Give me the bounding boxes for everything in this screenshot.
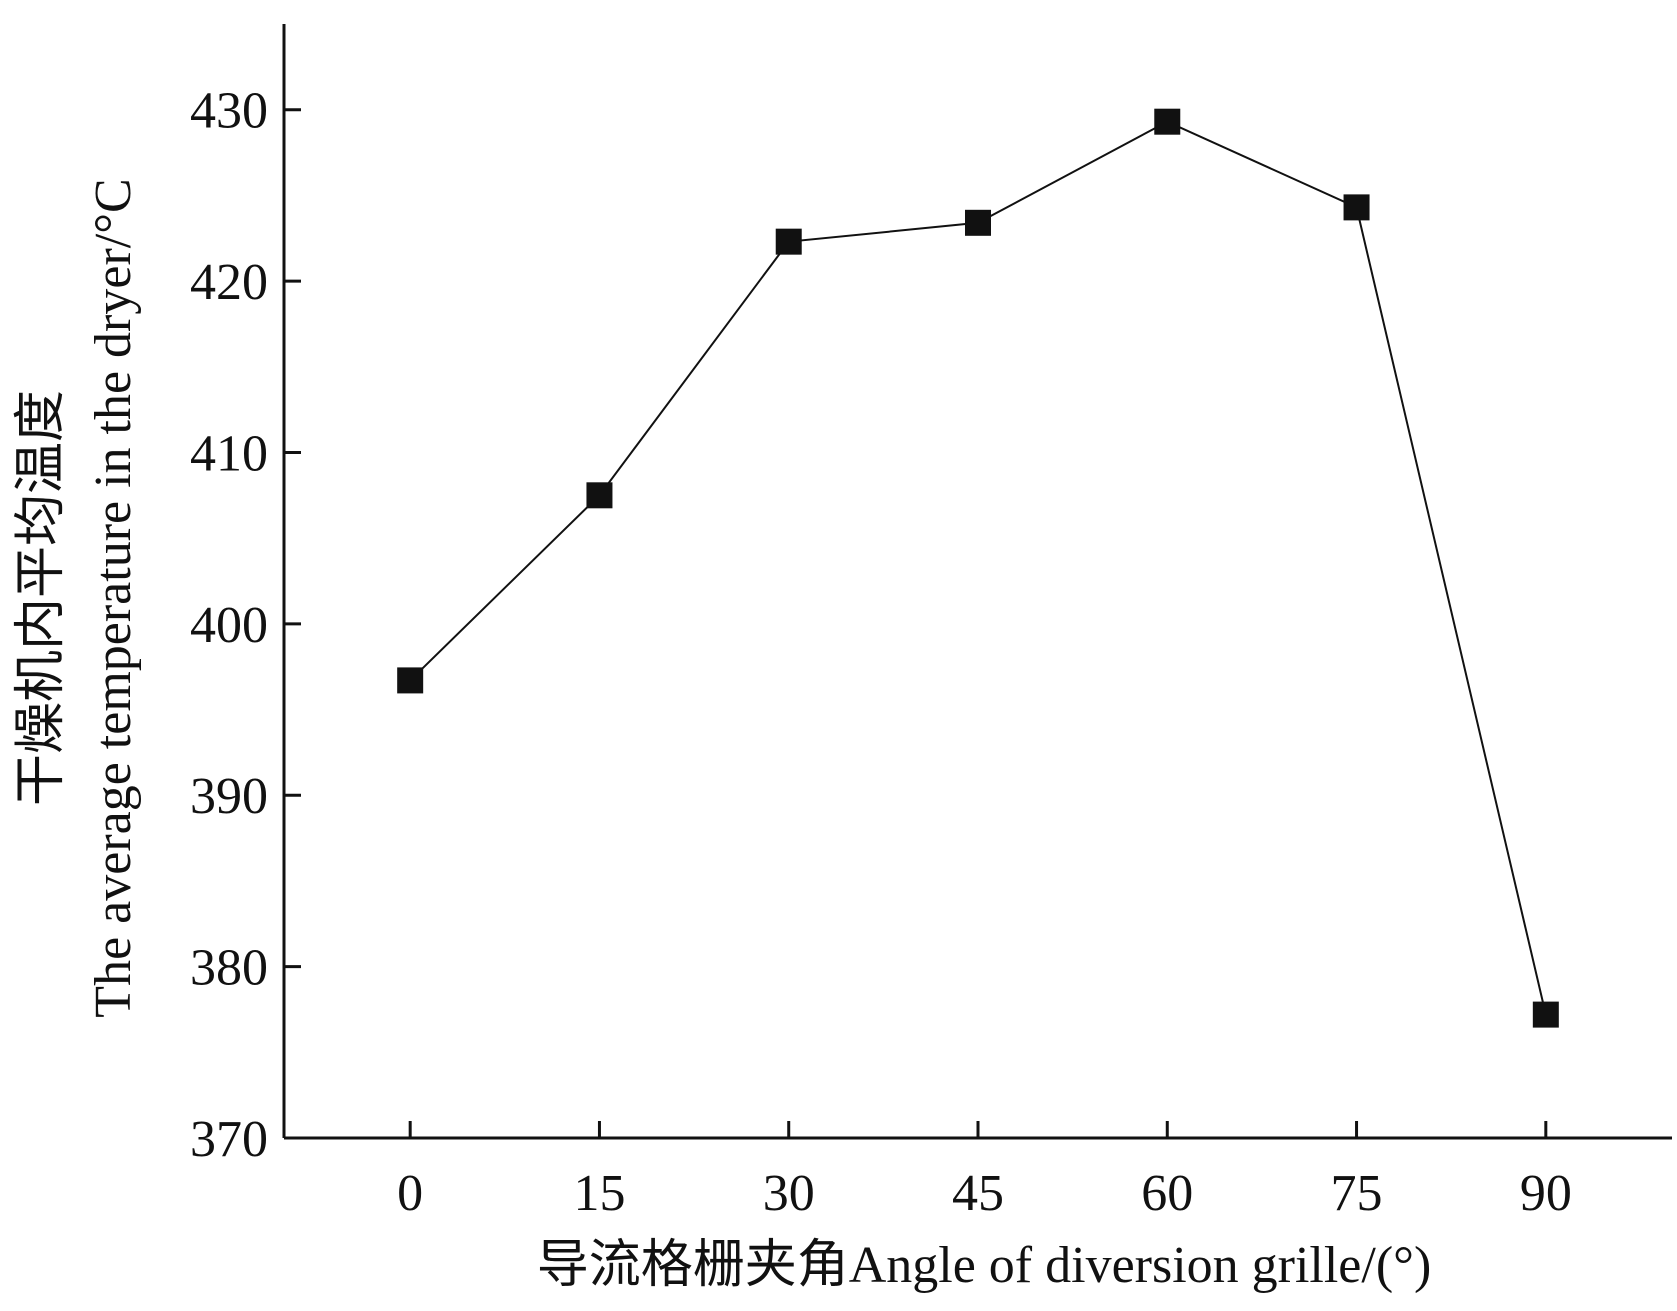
series-markers	[397, 108, 1559, 1028]
x-tick-label: 0	[397, 1165, 423, 1222]
y-axis-title-english: The average temperature in the dryer/°C	[85, 178, 142, 1017]
series-line	[409, 120, 1547, 1015]
data-point-marker	[775, 228, 802, 255]
y-tick-label: 390	[190, 768, 268, 825]
x-tick-label: 45	[952, 1165, 1004, 1222]
x-tick-label: 90	[1520, 1165, 1572, 1222]
data-point-marker	[1154, 108, 1181, 135]
axes	[282, 24, 1672, 1140]
y-tick-label: 370	[190, 1111, 268, 1168]
y-tick-label: 400	[190, 597, 268, 654]
series-line-group	[409, 120, 1547, 1015]
ticks: 370 380 390 400 410 420 430 0 15 30 45 60 75 90	[190, 83, 1572, 1222]
x-tick-label: 75	[1331, 1165, 1383, 1222]
data-point-marker	[965, 209, 991, 236]
data-point-marker	[586, 482, 613, 509]
x-tick-label: 30	[763, 1165, 815, 1222]
x-tick-label: 60	[1141, 1165, 1193, 1222]
x-axis-title: 导流格栅夹角Angle of diversion grille/(°)	[537, 1237, 1432, 1294]
y-tick-label: 430	[190, 83, 268, 140]
data-point-marker	[1343, 194, 1370, 221]
data-point-marker	[1532, 1001, 1559, 1028]
y-tick-label: 410	[190, 425, 268, 482]
data-point-marker	[397, 667, 424, 694]
y-tick-label: 380	[190, 940, 268, 997]
y-tick-label: 420	[190, 254, 268, 311]
x-tick-label: 15	[573, 1165, 625, 1222]
y-axis-title-chinese: 干燥机内平均温度	[13, 390, 70, 806]
